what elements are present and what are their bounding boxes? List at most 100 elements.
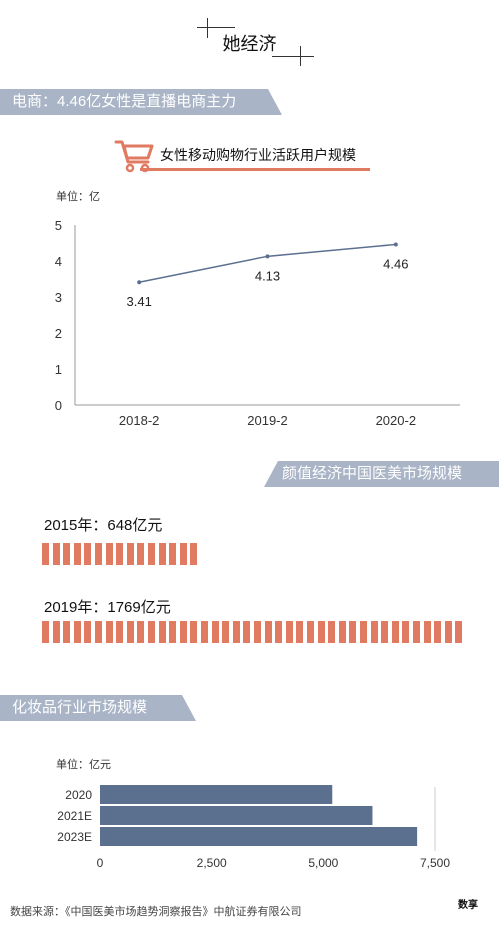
stat-segment [158, 621, 166, 643]
data-label-1: 4.13 [255, 268, 280, 283]
x-tick-label-2: 5,000 [308, 856, 338, 870]
stat-segment [95, 621, 102, 643]
y-tick-label-5: 5 [55, 218, 62, 233]
category-label-1: 2021E [57, 809, 92, 823]
stat-segment [116, 543, 124, 565]
stat-segment [52, 543, 60, 565]
stat-segment [42, 543, 49, 565]
stat-segment [211, 621, 219, 643]
data-label-2: 4.46 [383, 256, 408, 271]
page-title: 她经济 [222, 34, 277, 54]
stat-segment [116, 621, 124, 643]
stat-segment [42, 621, 49, 643]
stat-segment [148, 621, 155, 643]
beauty-banner: 颜值经济中国医美市场规模 [264, 461, 499, 487]
deco-line-top-h [197, 27, 235, 28]
stat-segment [307, 621, 314, 643]
x-tick-label-1: 2019-2 [247, 413, 287, 428]
deco-line-top-v [207, 18, 208, 38]
data-point-2 [393, 242, 398, 247]
y-tick-label-4: 4 [55, 254, 62, 269]
category-label-0: 2020 [65, 788, 92, 802]
stat-segment [243, 621, 251, 643]
stat-segment [190, 543, 198, 565]
data-point-0 [137, 280, 142, 285]
x-tick-label-0: 2018-2 [119, 413, 159, 428]
stat-segment [63, 621, 71, 643]
bar-2 [100, 827, 418, 846]
stat-segment [360, 621, 367, 643]
data-label-0: 3.41 [127, 294, 152, 309]
stat-segment [296, 621, 304, 643]
stat-segment [63, 543, 71, 565]
stat-segment [232, 621, 240, 643]
x-tick-label-3: 7,500 [420, 856, 450, 870]
stat-segment [73, 621, 81, 643]
stat-segment [413, 621, 420, 643]
stat-segment [328, 621, 336, 643]
stat-segment [338, 621, 346, 643]
stat-segment [158, 543, 166, 565]
beauty-stat-2019-bar [42, 621, 466, 643]
line-chart-title-underline [140, 168, 370, 171]
bar-0 [100, 785, 333, 804]
stat-segment [84, 621, 92, 643]
bar-chart-unit: 单位：亿元 [56, 759, 111, 771]
x-tick-label-1: 2,500 [197, 856, 227, 870]
brand-logo: 数享 [458, 900, 486, 911]
data-point-1 [265, 254, 270, 259]
stat-segment [95, 543, 102, 565]
beauty-stat-2015-bar [42, 543, 202, 565]
stat-segment [126, 621, 134, 643]
stat-segment [148, 543, 155, 565]
x-tick-label-2: 2020-2 [376, 413, 416, 428]
stat-segment [391, 621, 399, 643]
ecommerce-banner: 电商：4.46亿女性是直播电商主力 [0, 89, 282, 115]
cart-icon [114, 138, 156, 174]
bar-1 [100, 806, 373, 825]
deco-line-bottom-h [272, 56, 314, 57]
stat-segment [434, 621, 442, 643]
stat-segment [349, 621, 357, 643]
category-label-2: 2023E [57, 830, 92, 844]
stat-segment [179, 543, 187, 565]
stat-segment [126, 543, 134, 565]
stat-segment [381, 621, 389, 643]
deco-line-bottom-v [300, 46, 301, 66]
beauty-stat-2019-label: 2019年：1769亿元 [44, 599, 171, 616]
stat-segment [179, 621, 187, 643]
line-chart-unit: 单位：亿 [56, 191, 100, 203]
y-tick-label-3: 3 [55, 290, 62, 305]
line-chart-title: 女性移动购物行业活跃用户规模 [160, 147, 356, 163]
stat-segment [222, 621, 230, 643]
stat-segment [317, 621, 325, 643]
stat-segment [444, 621, 452, 643]
stat-segment [52, 621, 60, 643]
x-tick-label-0: 0 [97, 856, 104, 870]
stat-segment [73, 543, 81, 565]
stat-segment [201, 621, 208, 643]
stat-segment [84, 543, 92, 565]
y-tick-label-0: 0 [55, 398, 62, 413]
stat-segment [169, 621, 177, 643]
stat-segment [169, 543, 177, 565]
beauty-stat-2015-label: 2015年：648亿元 [44, 517, 163, 534]
stat-segment [105, 543, 113, 565]
stat-segment [190, 621, 198, 643]
cosmetics-banner: 化妆品行业市场规模 [0, 695, 196, 721]
stat-segment [285, 621, 293, 643]
stat-segment [254, 621, 261, 643]
stat-segment [105, 621, 113, 643]
stat-segment [137, 621, 145, 643]
y-tick-label-2: 2 [55, 326, 62, 341]
stat-segment [264, 621, 272, 643]
bar-chart: 2020 2021E 2023E 0 2,500 5,000 7,500 [57, 785, 450, 870]
stat-segment [423, 621, 431, 643]
stat-segment [455, 621, 463, 643]
stat-segment [370, 621, 378, 643]
line-chart: 0 1 2 3 4 5 2018-2 2019-2 2020-2 3.41 4.13 4.46 [55, 218, 460, 428]
brand-logo-text: 数享 [458, 900, 478, 911]
stat-segment [402, 621, 410, 643]
stat-segment [275, 621, 283, 643]
data-source: 数据来源：《中国医美市场趋势洞察报告》中航证券有限公司 [10, 906, 302, 918]
